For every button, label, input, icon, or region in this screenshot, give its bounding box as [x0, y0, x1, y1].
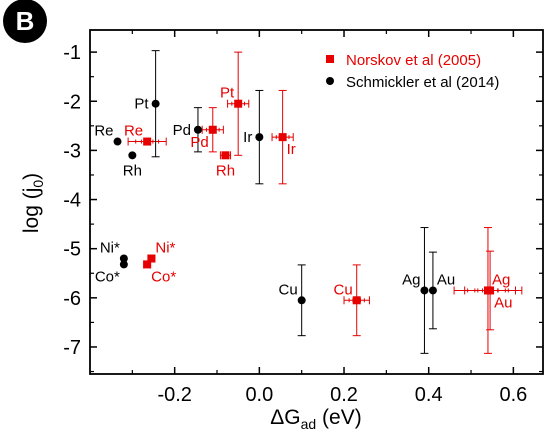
- marker-norskov-pd: [208, 125, 217, 134]
- marker-schmickler-re: [113, 137, 122, 146]
- marker-norskov-rh: [221, 151, 230, 160]
- panel-label: B: [16, 6, 35, 36]
- marker-schmickler-ag: [420, 286, 429, 295]
- y-tick-label: -2: [63, 91, 81, 113]
- point-label-norskov: Ni*: [155, 240, 175, 257]
- point-labels: Pt Re Pd Rh Ir Ni* Co* Cu Ag Au Pt Re Pd Rh Ir Ni* Co* Cu…: [94, 85, 512, 312]
- marker-schmickler-pt: [151, 99, 160, 108]
- legend-marker-series-2: [326, 77, 334, 85]
- point-label-norskov: Rh: [216, 162, 235, 179]
- marker-norskov-au: [486, 286, 495, 295]
- y-tick-label: -5: [63, 239, 81, 261]
- marker-norskov-cu: [352, 296, 361, 305]
- error-bars: [127, 50, 523, 354]
- panel-badge: B: [3, 0, 47, 43]
- marker-norskov-re: [143, 137, 152, 146]
- point-label-norskov: Ag: [492, 271, 510, 288]
- point-label-schmickler: Ni*: [100, 240, 120, 257]
- point-label-schmickler: Pt: [134, 96, 149, 113]
- marker-schmickler-ni-star: [119, 254, 128, 263]
- y-tick-label: -4: [63, 190, 81, 212]
- point-label-schmickler: Co*: [95, 268, 120, 285]
- x-tick-label: 0.4: [415, 384, 443, 406]
- marker-norskov-ir: [278, 133, 287, 142]
- marker-schmickler-pd: [193, 125, 202, 134]
- marker-schmickler-au: [428, 286, 437, 295]
- marker-schmickler-ir: [255, 133, 264, 142]
- legend-label-series-2: Schmickler et al (2014): [346, 74, 499, 91]
- point-label-schmickler: Au: [437, 271, 455, 288]
- y-tick-label: -7: [63, 337, 81, 359]
- point-label-norskov: Ir: [287, 141, 296, 158]
- marker-schmickler-co-star: [119, 260, 128, 269]
- y-axis-title-main: log (j: [20, 188, 43, 234]
- x-tick-label: 0.2: [330, 384, 358, 406]
- point-label-schmickler: Ir: [243, 129, 252, 146]
- point-label-norskov: Pd: [190, 134, 208, 151]
- point-label-norskov: Re: [124, 123, 143, 140]
- y-tick-label: -1: [63, 42, 81, 64]
- y-tick-label: -3: [63, 140, 81, 162]
- point-label-norskov: Co*: [151, 268, 176, 285]
- x-tick-label: 0.6: [499, 384, 527, 406]
- x-axis-title-main: ΔG: [270, 406, 300, 429]
- legend-marker-series-1: [326, 55, 334, 63]
- point-label-schmickler: Ag: [402, 271, 420, 288]
- y-tick-labels: -1 -2 -3 -4 -5 -6 -7: [63, 42, 81, 359]
- y-axis-title-rest: ): [20, 173, 43, 180]
- plot-frame: [89, 29, 544, 375]
- data-markers: [113, 99, 495, 305]
- x-tick-labels: -0.2 0.0 0.2 0.4 0.6: [157, 384, 527, 406]
- x-axis-title-rest: (eV): [316, 406, 362, 429]
- point-label-norskov: Au: [494, 294, 512, 311]
- legend-label-series-1: Norskov et al (2005): [346, 52, 481, 69]
- y-axis-title-sub: 0: [30, 180, 46, 188]
- x-tick-label: -0.2: [157, 384, 191, 406]
- legend: Norskov et al (2005) Schmickler et al (2…: [326, 52, 499, 91]
- axis-ticks: [90, 30, 543, 374]
- y-tick-label: -6: [63, 288, 81, 310]
- marker-schmickler-cu: [297, 296, 306, 305]
- x-axis-title-sub: ad: [301, 416, 317, 432]
- x-tick-label: 0.0: [245, 384, 273, 406]
- marker-schmickler-rh: [128, 151, 137, 160]
- point-label-schmickler: Cu: [278, 281, 297, 298]
- y-axis-title: log (j0): [20, 173, 46, 233]
- marker-norskov-pt: [234, 99, 243, 108]
- point-label-schmickler: Pd: [173, 122, 191, 139]
- marker-norskov-co-star: [143, 260, 152, 269]
- point-label-norskov: Pt: [220, 85, 235, 102]
- point-label-schmickler: Rh: [123, 162, 142, 179]
- x-axis-title: ΔGad (eV): [270, 406, 361, 432]
- point-label-schmickler: Re: [94, 123, 113, 140]
- marker-norskov-ni-star: [147, 254, 156, 263]
- point-label-norskov: Cu: [334, 281, 353, 298]
